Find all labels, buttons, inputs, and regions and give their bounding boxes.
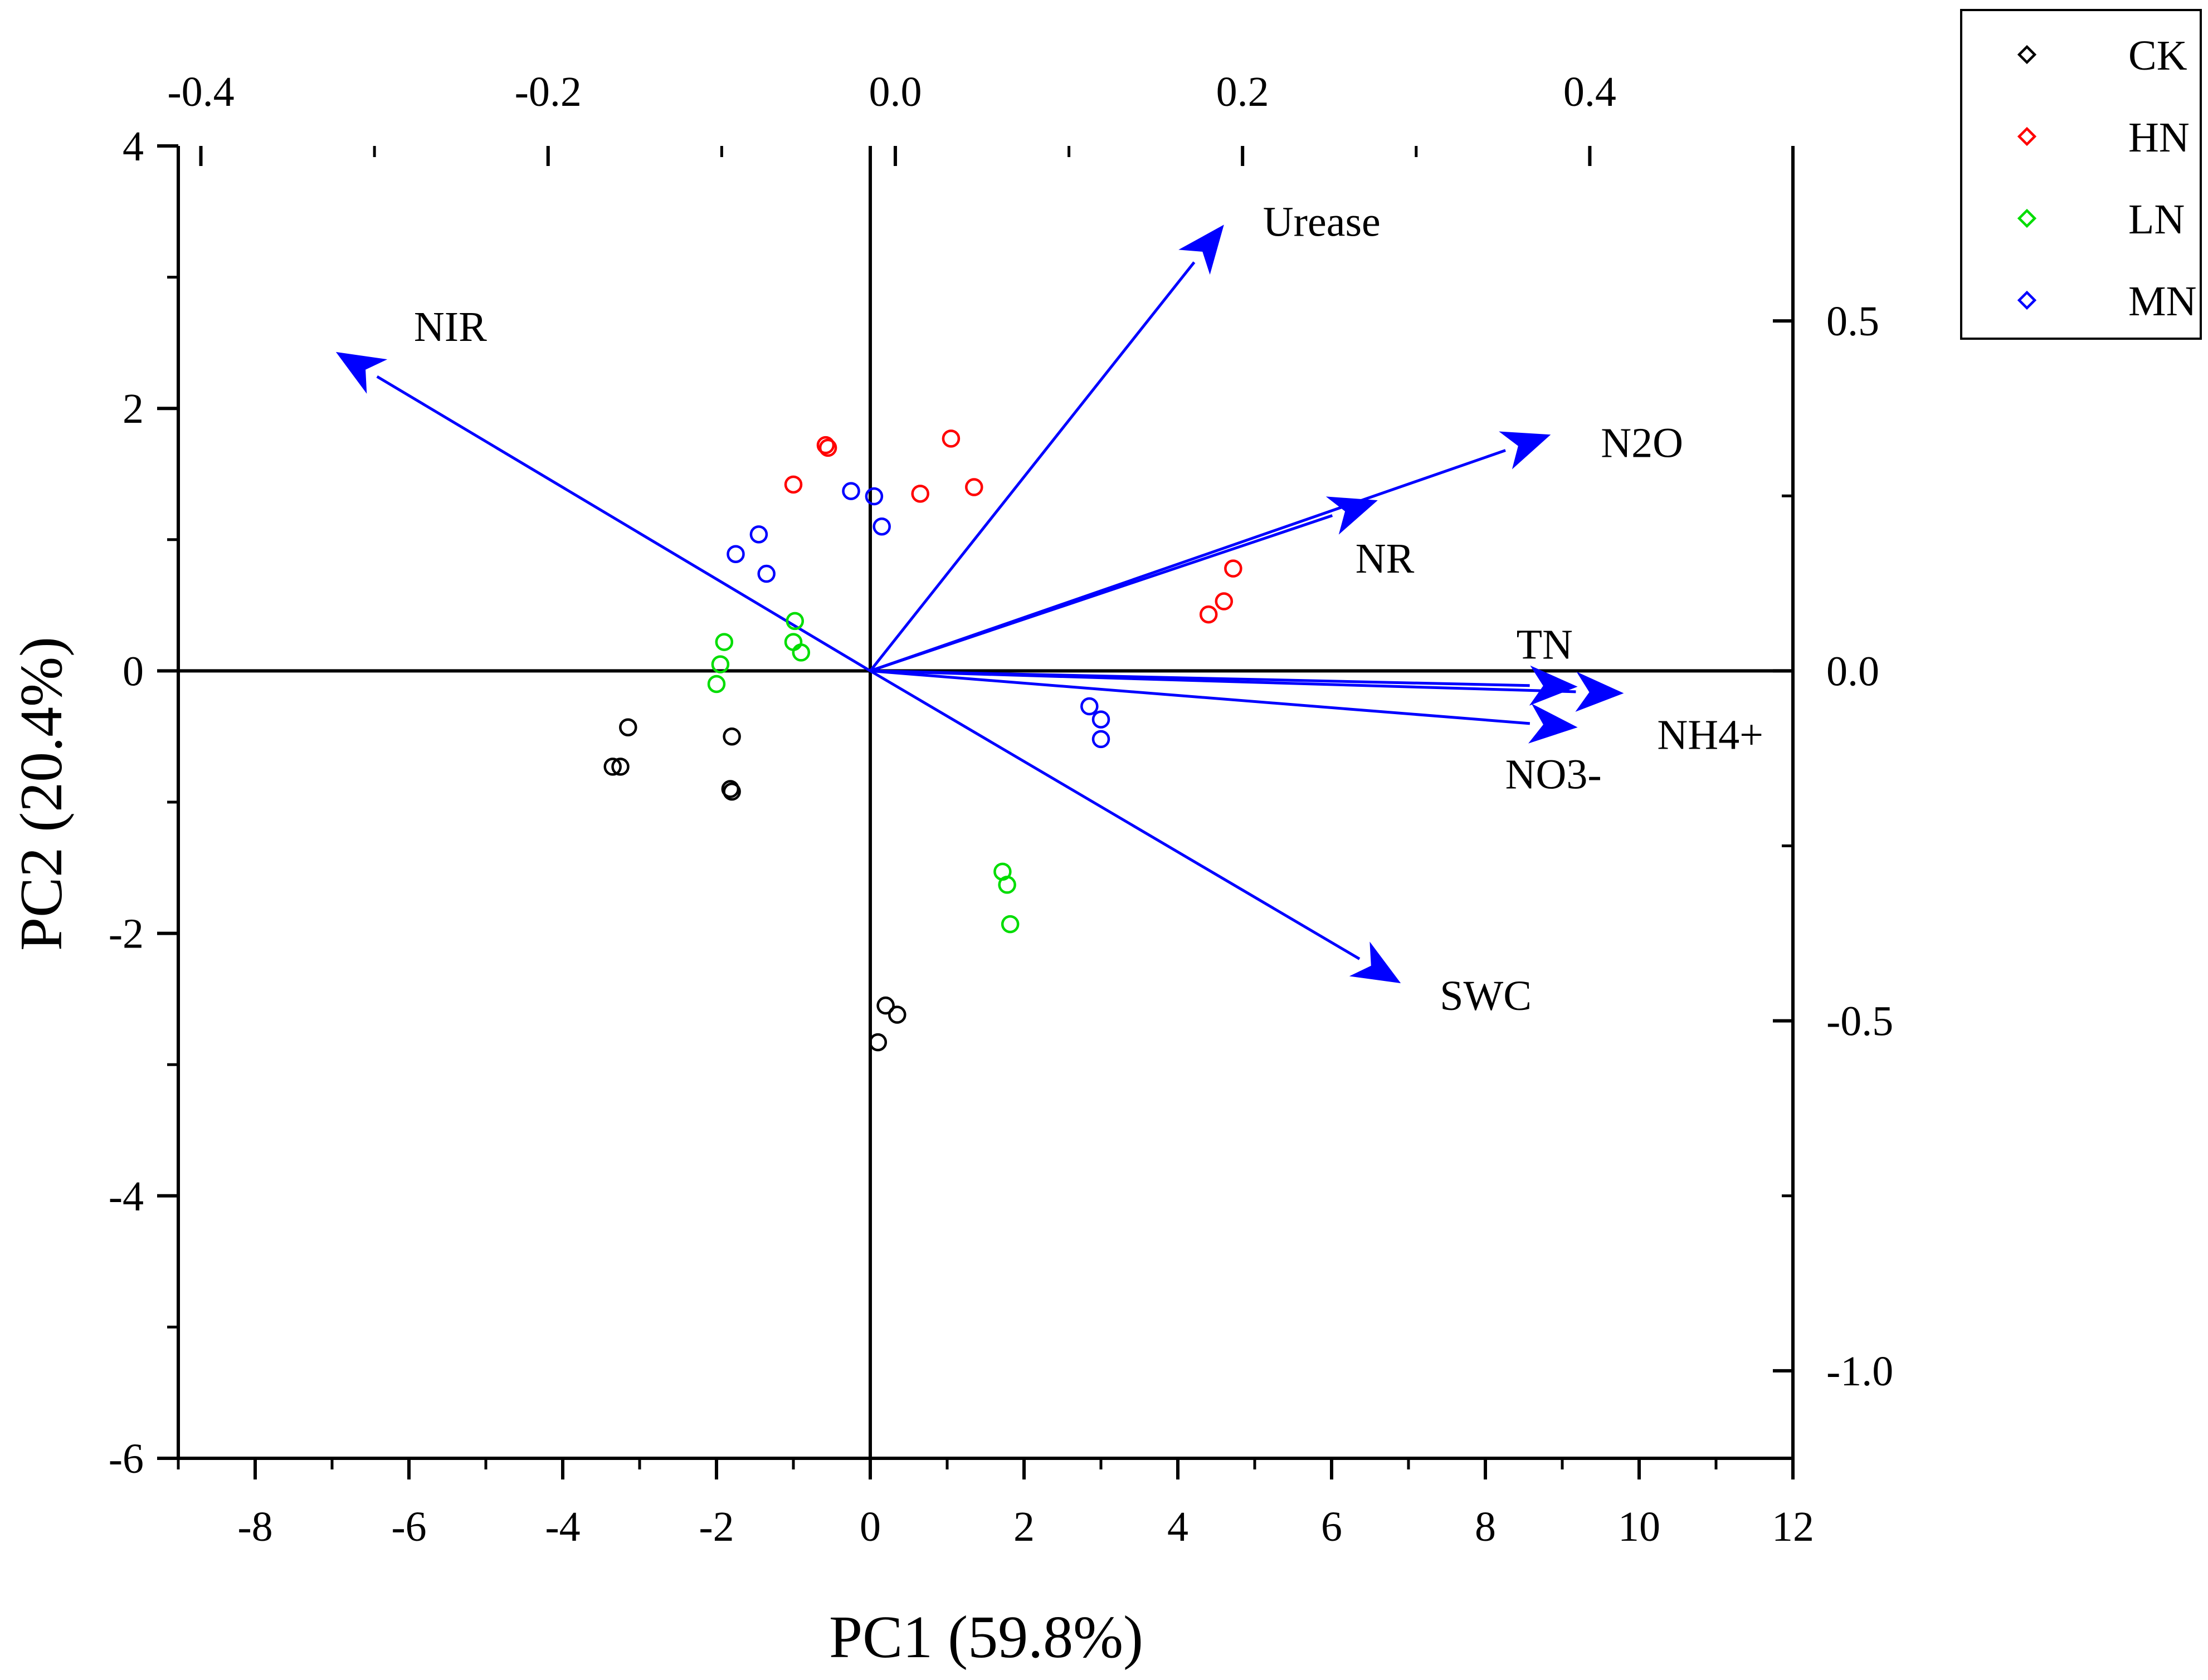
- score-point-mn: [842, 482, 860, 500]
- score-point-hn: [816, 436, 835, 455]
- y-tick-label: 0: [123, 648, 144, 695]
- score-point-mn: [873, 517, 891, 536]
- x-axis-title: PC1 (59.8%): [829, 1604, 1143, 1671]
- y-tick-label: -6: [109, 1435, 144, 1482]
- loading-arrowhead: [1178, 224, 1224, 275]
- legend-label-ln: LN: [2128, 196, 2185, 243]
- score-point-ck: [869, 1033, 888, 1052]
- loading-arrowhead: [1575, 671, 1624, 712]
- loading-vector-nir: [376, 375, 871, 672]
- right-tick-label: -0.5: [1826, 998, 1893, 1045]
- legend-label-ck: CK: [2128, 32, 2187, 79]
- x-tick-label: 8: [1475, 1503, 1496, 1550]
- loading-arrowhead: [1325, 496, 1378, 535]
- loading-label: N2O: [1601, 419, 1683, 466]
- score-point-ck: [619, 718, 637, 736]
- score-point-mn: [749, 525, 768, 544]
- score-point-hn: [1224, 559, 1242, 578]
- score-point-hn: [965, 478, 983, 496]
- score-point-mn: [1091, 710, 1110, 729]
- score-point-ln: [998, 876, 1016, 894]
- x-tick-label: -2: [699, 1503, 734, 1550]
- score-point-hn: [911, 485, 929, 503]
- axes-layer: -8 -6 -4 -2 0 2 4 6 8 10 12 -6 -4 -2 0 2 4 -0.4 -0.2 0.0 0.2…: [109, 69, 1894, 1550]
- score-point-mn: [1091, 730, 1110, 749]
- loading-vector-urease: [869, 261, 1196, 672]
- legend-box: [1960, 9, 2202, 340]
- y-tick-label: -2: [109, 911, 144, 958]
- y-tick-label: -4: [109, 1173, 144, 1220]
- score-point-ln: [1001, 915, 1020, 934]
- right-tick-label: 0.0: [1826, 648, 1879, 695]
- loading-label: NR: [1356, 535, 1415, 582]
- x-tick-label: 0: [860, 1503, 881, 1550]
- score-point-ck: [611, 758, 630, 776]
- right-tick-label: 0.5: [1826, 298, 1879, 345]
- score-point-ck: [876, 996, 895, 1015]
- loading-arrowhead: [335, 351, 388, 394]
- score-point-hn: [818, 438, 837, 457]
- score-point-ck: [603, 758, 622, 776]
- loading-label: TN: [1517, 622, 1573, 668]
- score-point-hn: [1199, 605, 1218, 624]
- loading-vector-no3: [870, 669, 1531, 725]
- top-tick-label: 0.2: [1216, 69, 1269, 115]
- loading-arrowhead: [1528, 704, 1578, 744]
- loading-label: NIR: [414, 304, 487, 350]
- loading-vectors-layer: Urease NIR N2O NR TN NH4+ NO3- SWC: [335, 198, 1763, 1019]
- top-tick-label: 0.0: [869, 69, 922, 115]
- loading-arrowhead: [1529, 665, 1578, 706]
- loading-vector-nr: [870, 514, 1333, 672]
- x-tick-label: 12: [1772, 1503, 1814, 1550]
- y-tick-label: 2: [123, 385, 144, 432]
- score-point-ck: [723, 727, 741, 746]
- score-point-mn: [1080, 697, 1099, 716]
- legend: CK HN LN MN: [1960, 9, 2202, 340]
- loading-label: NH4+: [1657, 711, 1763, 758]
- score-point-ln: [792, 643, 811, 662]
- legend-marker-ck: [2017, 45, 2037, 65]
- score-point-ln: [786, 612, 805, 631]
- top-tick-label: -0.4: [167, 69, 234, 115]
- score-point-hn: [1215, 592, 1234, 611]
- x-tick-label: 10: [1618, 1503, 1660, 1550]
- loading-arrowhead: [1499, 431, 1551, 470]
- x-tick-label: 6: [1321, 1503, 1342, 1550]
- loading-label: NO3-: [1505, 751, 1602, 798]
- x-tick-label: 4: [1167, 1503, 1188, 1550]
- top-tick-label: -0.2: [515, 69, 582, 115]
- legend-marker-ln: [2017, 208, 2037, 228]
- y-axis-title: PC2 (20.4%): [8, 637, 75, 951]
- right-tick-label: -1.0: [1826, 1348, 1893, 1395]
- y-tick-label: 4: [123, 123, 144, 170]
- score-point-hn: [784, 475, 803, 494]
- score-point-mn: [865, 487, 884, 506]
- score-point-ck: [888, 1005, 906, 1024]
- legend-marker-hn: [2017, 126, 2037, 146]
- score-point-mn: [727, 545, 745, 563]
- x-tick-label: 2: [1013, 1503, 1035, 1550]
- score-point-ln: [707, 675, 726, 694]
- x-tick-label: -8: [237, 1503, 272, 1550]
- x-tick-label: -6: [391, 1503, 426, 1550]
- x-tick-label: -4: [545, 1503, 580, 1550]
- legend-label-hn: HN: [2128, 114, 2190, 161]
- top-tick-label: 0.4: [1563, 69, 1616, 115]
- score-point-hn: [942, 429, 961, 448]
- loading-label: SWC: [1440, 973, 1532, 1019]
- legend-marker-mn: [2017, 290, 2037, 310]
- score-point-ln: [715, 633, 734, 651]
- legend-label-mn: MN: [2128, 278, 2196, 325]
- loading-arrowhead: [1349, 941, 1401, 984]
- loading-vector-nh4: [870, 669, 1576, 694]
- score-points-layer: [603, 429, 1242, 1052]
- loading-label: Urease: [1263, 198, 1381, 245]
- score-point-ck: [723, 782, 741, 801]
- loading-vector-swc: [869, 670, 1361, 960]
- score-point-ln: [784, 633, 803, 651]
- score-point-ln: [711, 655, 730, 673]
- score-point-mn: [757, 564, 776, 583]
